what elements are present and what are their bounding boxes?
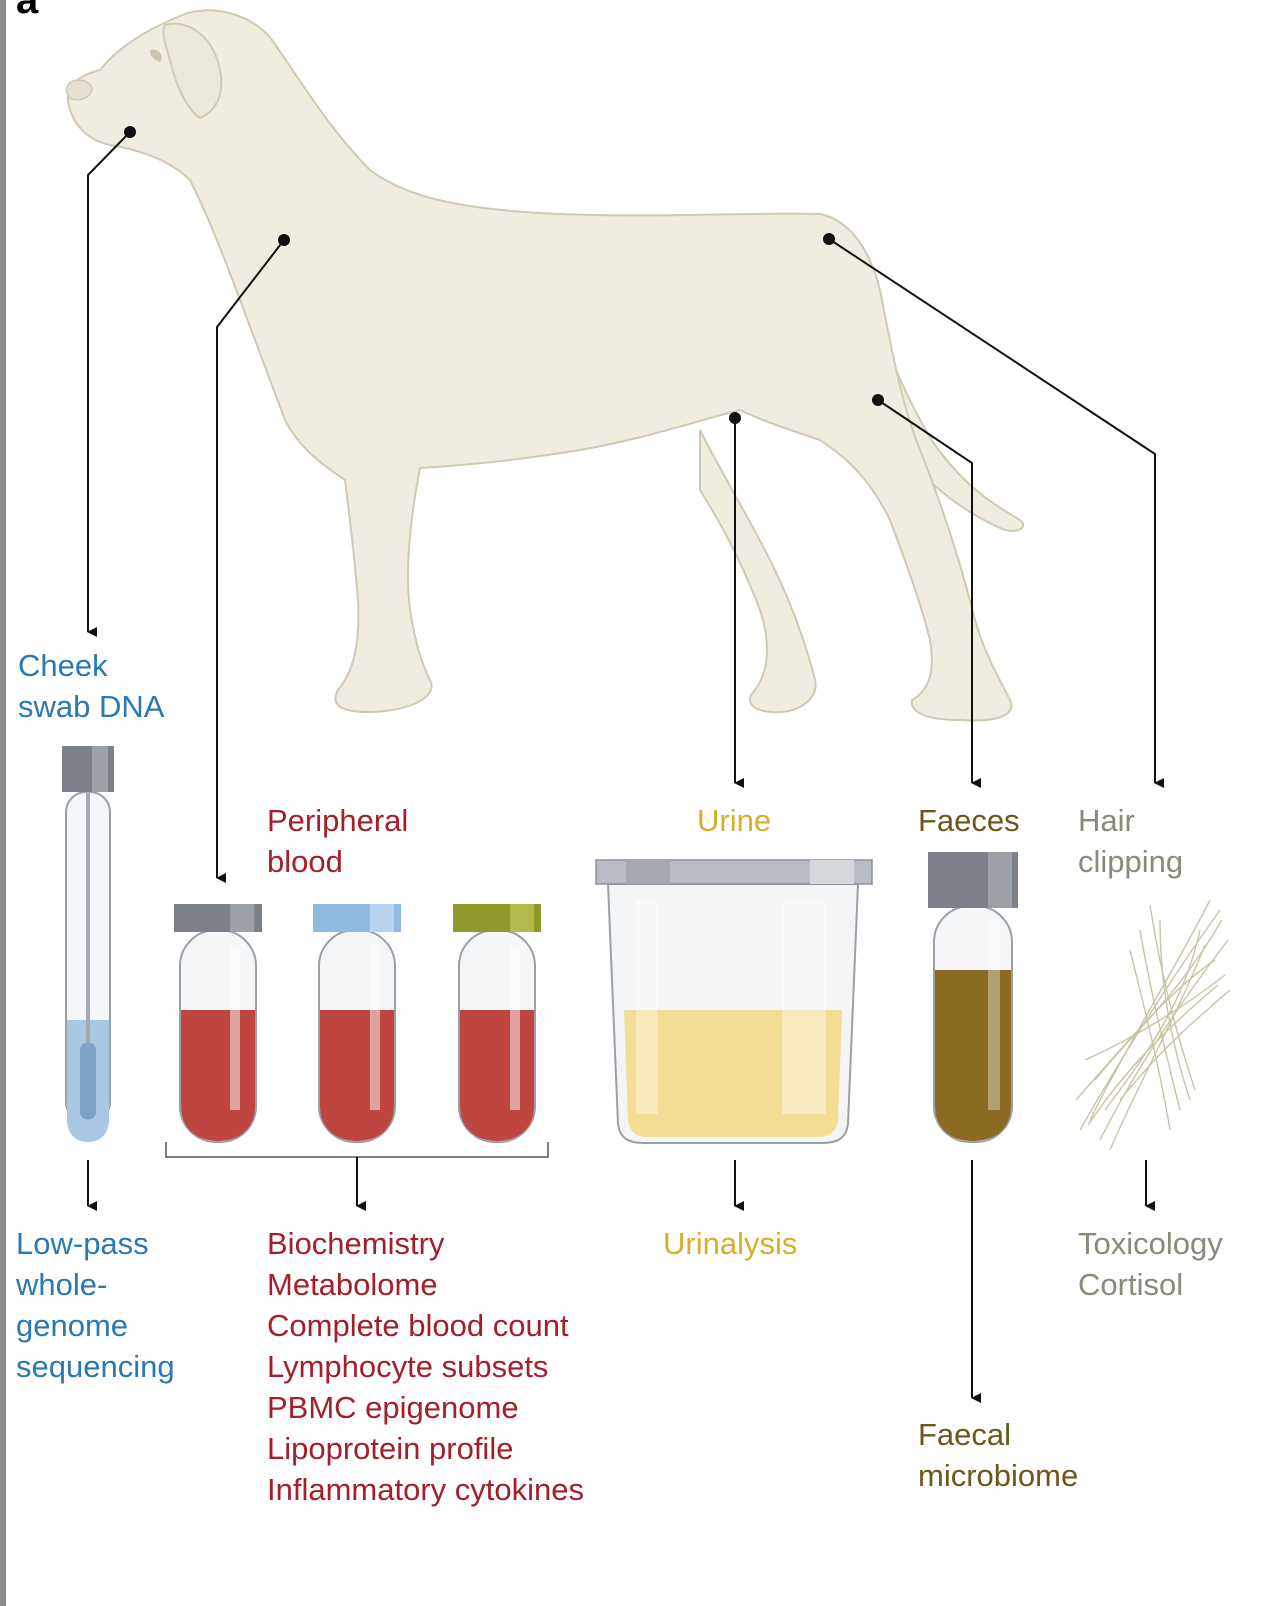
left-border-bar [0, 0, 6, 1606]
urine-dot [729, 412, 741, 424]
blood-output-item: PBMC epigenome [267, 1390, 519, 1425]
hair-dot [823, 233, 835, 245]
blood-output-item: Biochemistry [267, 1226, 445, 1261]
swab-tube [62, 746, 114, 1142]
sample-site-dots [124, 126, 884, 424]
hair-output-item: Cortisol [1078, 1267, 1184, 1302]
blood-dot [278, 234, 290, 246]
dog-hind-leg-front [699, 429, 817, 714]
urine-output-text: Urinalysis [663, 1226, 798, 1261]
panel-letter: a [16, 0, 39, 22]
dog-ear [162, 22, 223, 120]
dog-illustration [65, 9, 1025, 722]
blood-tube-2 [313, 904, 401, 1143]
dog-eye [150, 49, 162, 62]
dog-nose [65, 79, 93, 101]
cheek-dot [124, 126, 136, 138]
hair-output-list: Toxicology Cortisol [1078, 1223, 1223, 1305]
blood-tube-3 [453, 904, 541, 1143]
blood-output-item: Lipoprotein profile [267, 1431, 514, 1466]
urine-label: Urine [697, 803, 772, 838]
blood-output-item: Complete blood count [267, 1308, 569, 1343]
cheek-connector [87, 131, 131, 637]
blood-output-list: Biochemistry Metabolome Complete blood c… [267, 1223, 584, 1510]
urine-cup [595, 859, 873, 1144]
faeces-dot [872, 394, 884, 406]
hair-clipping-label: Hair clipping [1078, 803, 1184, 879]
peripheral-blood-label: Peripheral blood [267, 803, 409, 879]
sample-site-connectors [87, 131, 1164, 883]
cheek-swab-label: Cheek swab DNA [18, 648, 165, 724]
hair-output-item: Toxicology [1078, 1226, 1223, 1261]
faeces-output-text: Faecal microbiome [918, 1417, 1079, 1493]
dog-body [66, 9, 1013, 722]
blood-connector [216, 239, 285, 883]
output-arrows [87, 1157, 1155, 1403]
blood-output-item: Metabolome [267, 1267, 438, 1302]
faeces-connector [877, 399, 981, 788]
blood-bracket [165, 1142, 549, 1158]
blood-output-item: Lymphocyte subsets [267, 1349, 549, 1384]
blood-tube-1 [174, 904, 262, 1143]
blood-output-item: Inflammatory cytokines [267, 1472, 584, 1507]
hair-connector [828, 238, 1164, 788]
hair-clipping [1075, 899, 1231, 1151]
faeces-label: Faeces [918, 803, 1020, 838]
faeces-tube [928, 852, 1018, 1143]
cheek-output-text: Low-pass whole- genome sequencing [16, 1226, 175, 1384]
